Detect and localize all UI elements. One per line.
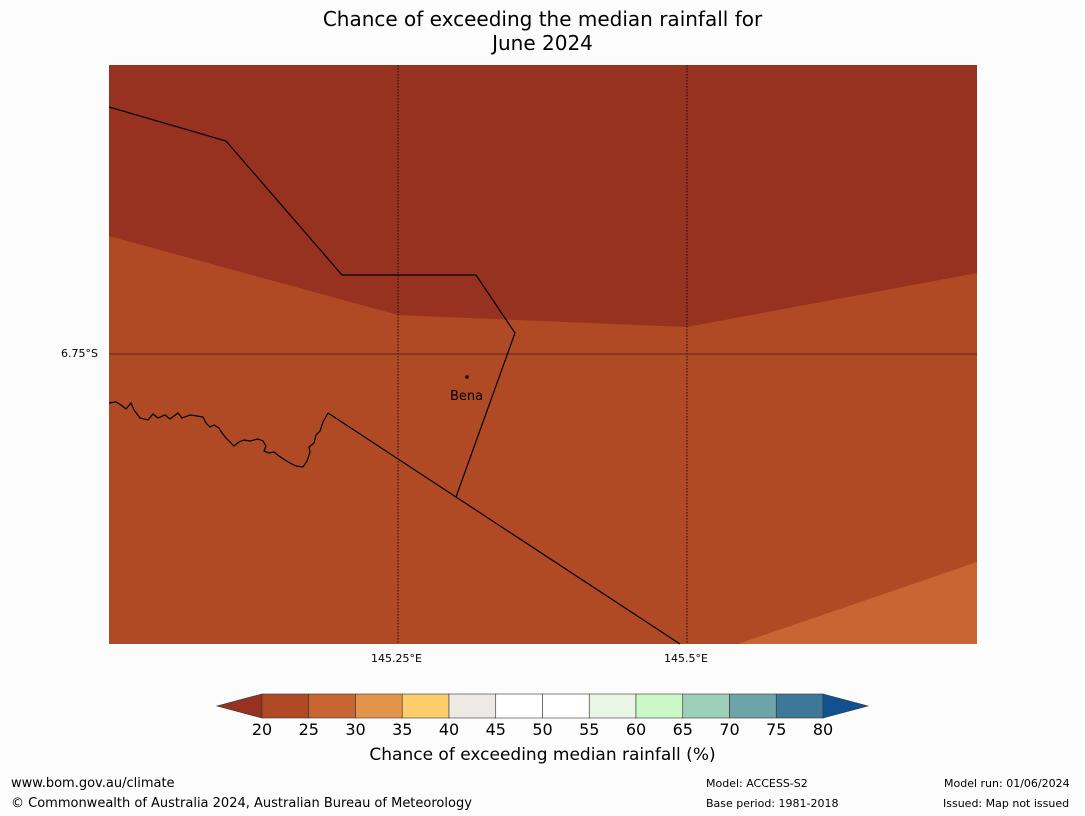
colorbar-tick-label: 40 xyxy=(438,720,460,739)
colorbar-tick-label: 80 xyxy=(812,720,834,739)
colorbar-bin xyxy=(355,693,403,719)
title-line-2: June 2024 xyxy=(492,31,593,55)
colorbar-bin xyxy=(682,693,730,719)
longitude-label-145-25: 145.25°E xyxy=(371,652,422,665)
colorbar-label: Chance of exceeding median rainfall (%) xyxy=(369,745,716,765)
colorbar xyxy=(215,693,870,719)
colorbar-tick-label: 60 xyxy=(625,720,647,739)
colorbar-tick-label: 20 xyxy=(251,720,273,739)
footer-model-run: Model run: 01/06/2024 xyxy=(944,777,1070,790)
colorbar-bin xyxy=(448,693,497,719)
colorbar-tick-label: 55 xyxy=(579,720,600,739)
colorbar-tick-label: 65 xyxy=(672,720,693,739)
province-boundary-north xyxy=(108,106,516,498)
footer-base-period: Base period: 1981-2018 xyxy=(706,797,839,810)
colorbar-over-arrow xyxy=(822,693,870,719)
colorbar-bin xyxy=(308,693,356,719)
footer-issued: Issued: Map not issued xyxy=(943,797,1070,810)
colorbar-tick-label: 35 xyxy=(392,720,413,739)
colorbar-tick-label: 45 xyxy=(485,720,506,739)
river-line xyxy=(108,401,329,468)
colorbar-bin xyxy=(542,693,590,719)
town-marker xyxy=(465,375,469,379)
colorbar-bin xyxy=(261,693,310,719)
footer-model: Model: ACCESS-S2 xyxy=(706,777,808,790)
place-label-bena: Bena xyxy=(450,389,484,404)
colorbar-tick-label: 30 xyxy=(345,720,366,739)
latitude-label: 6.75°S xyxy=(61,347,98,360)
chart-title: Chance of exceeding the median rainfall … xyxy=(0,7,1085,55)
footer-url: www.bom.gov.au/climate xyxy=(11,776,175,791)
colorbar-bin xyxy=(729,693,777,719)
region-25-30 xyxy=(738,562,977,644)
colorbar-tick-label: 75 xyxy=(766,720,787,739)
colorbar-under-arrow xyxy=(215,693,263,719)
map-area xyxy=(109,65,977,644)
colorbar-bin xyxy=(401,693,450,719)
province-boundary-south xyxy=(327,412,681,645)
colorbar-bin xyxy=(635,693,684,719)
colorbar-tick-label: 50 xyxy=(532,720,553,739)
colorbar-bin xyxy=(775,693,824,719)
longitude-label-145-5: 145.5°E xyxy=(664,652,708,665)
footer-copyright: © Commonwealth of Australia 2024, Austra… xyxy=(11,796,472,811)
region-below-20 xyxy=(109,65,977,327)
title-line-1: Chance of exceeding the median rainfall … xyxy=(322,7,763,31)
colorbar-tick-label: 70 xyxy=(719,720,740,739)
colorbar-tick-label: 25 xyxy=(298,720,319,739)
colorbar-bin xyxy=(588,693,637,719)
colorbar-bin xyxy=(495,693,543,719)
